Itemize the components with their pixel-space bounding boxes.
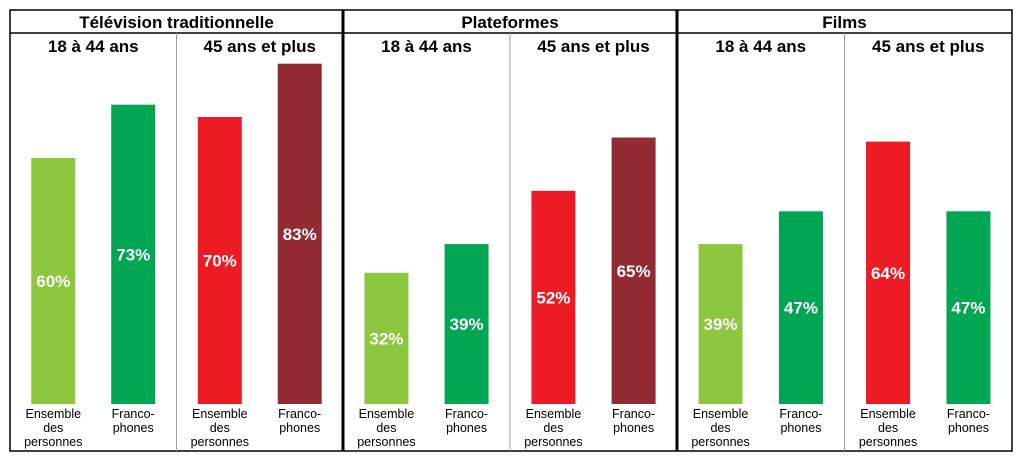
section-title: Plateformes xyxy=(461,13,558,32)
category-label: personnes xyxy=(191,435,249,449)
category-label: Ensemble xyxy=(526,407,582,421)
category-label: phones xyxy=(446,421,487,435)
category-label: des xyxy=(710,421,730,435)
bar-value-label: 70% xyxy=(203,252,237,271)
category-label: des xyxy=(543,421,563,435)
category-label: Ensemble xyxy=(359,407,415,421)
category-label: des xyxy=(878,421,898,435)
bar xyxy=(611,137,656,404)
bar-value-label: 39% xyxy=(450,315,484,334)
category-label: Ensemble xyxy=(860,407,916,421)
bar-value-label: 64% xyxy=(871,264,905,283)
category-label: Franco- xyxy=(112,407,155,421)
category-label: personnes xyxy=(524,435,582,449)
category-label: Franco- xyxy=(445,407,488,421)
bar xyxy=(866,141,911,404)
bar-value-label: 52% xyxy=(536,288,570,307)
bar xyxy=(364,272,409,404)
bar-value-label: 60% xyxy=(36,272,70,291)
category-label: personnes xyxy=(691,435,749,449)
bar xyxy=(31,158,76,404)
bar xyxy=(444,244,489,404)
age-group-label: 18 à 44 ans xyxy=(381,37,472,56)
age-group-label: 45 ans et plus xyxy=(872,37,984,56)
category-label: phones xyxy=(279,421,320,435)
bar-value-label: 39% xyxy=(704,315,738,334)
chart-frame xyxy=(9,9,1013,452)
category-label: Franco- xyxy=(612,407,655,421)
category-label: phones xyxy=(113,421,154,435)
category-label: personnes xyxy=(859,435,917,449)
category-label: des xyxy=(376,421,396,435)
bar-value-label: 73% xyxy=(116,245,150,264)
bar xyxy=(111,104,156,404)
category-label: des xyxy=(43,421,63,435)
category-label: personnes xyxy=(357,435,415,449)
bar-value-label: 65% xyxy=(617,262,651,281)
bar xyxy=(778,211,823,404)
age-group-label: 18 à 44 ans xyxy=(48,37,139,56)
category-label: Franco- xyxy=(278,407,321,421)
bar-value-label: 32% xyxy=(369,329,403,348)
category-label: phones xyxy=(780,421,821,435)
category-label: personnes xyxy=(24,435,82,449)
bar xyxy=(277,63,322,404)
age-group-label: 45 ans et plus xyxy=(537,37,649,56)
category-label: Franco- xyxy=(779,407,822,421)
section-title: Films xyxy=(822,13,866,32)
category-label: phones xyxy=(613,421,654,435)
bar-value-label: 47% xyxy=(784,299,818,318)
category-label: Ensemble xyxy=(25,407,81,421)
bar-value-label: 83% xyxy=(283,225,317,244)
section-title: Télévision traditionnelle xyxy=(79,13,274,32)
age-group-label: 18 à 44 ans xyxy=(715,37,806,56)
category-label: des xyxy=(210,421,230,435)
bar xyxy=(698,244,743,404)
category-label: Ensemble xyxy=(693,407,749,421)
category-label: Franco- xyxy=(947,407,990,421)
category-label: phones xyxy=(948,421,989,435)
age-group-label: 45 ans et plus xyxy=(204,37,316,56)
category-label: Ensemble xyxy=(192,407,248,421)
bar xyxy=(531,190,576,404)
bar xyxy=(946,211,991,404)
bar xyxy=(197,117,242,404)
bar-value-label: 47% xyxy=(951,299,985,318)
